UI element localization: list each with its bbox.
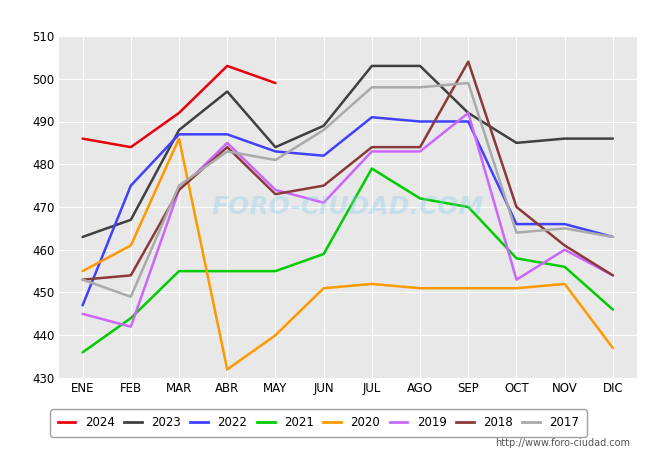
Text: Afiliados en Arbo a 31/5/2024: Afiliados en Arbo a 31/5/2024	[191, 9, 459, 27]
Legend: 2024, 2023, 2022, 2021, 2020, 2019, 2018, 2017: 2024, 2023, 2022, 2021, 2020, 2019, 2018…	[51, 410, 586, 436]
Text: http://www.foro-ciudad.com: http://www.foro-ciudad.com	[495, 438, 630, 448]
Text: FORO-CIUDAD.COM: FORO-CIUDAD.COM	[211, 195, 484, 219]
